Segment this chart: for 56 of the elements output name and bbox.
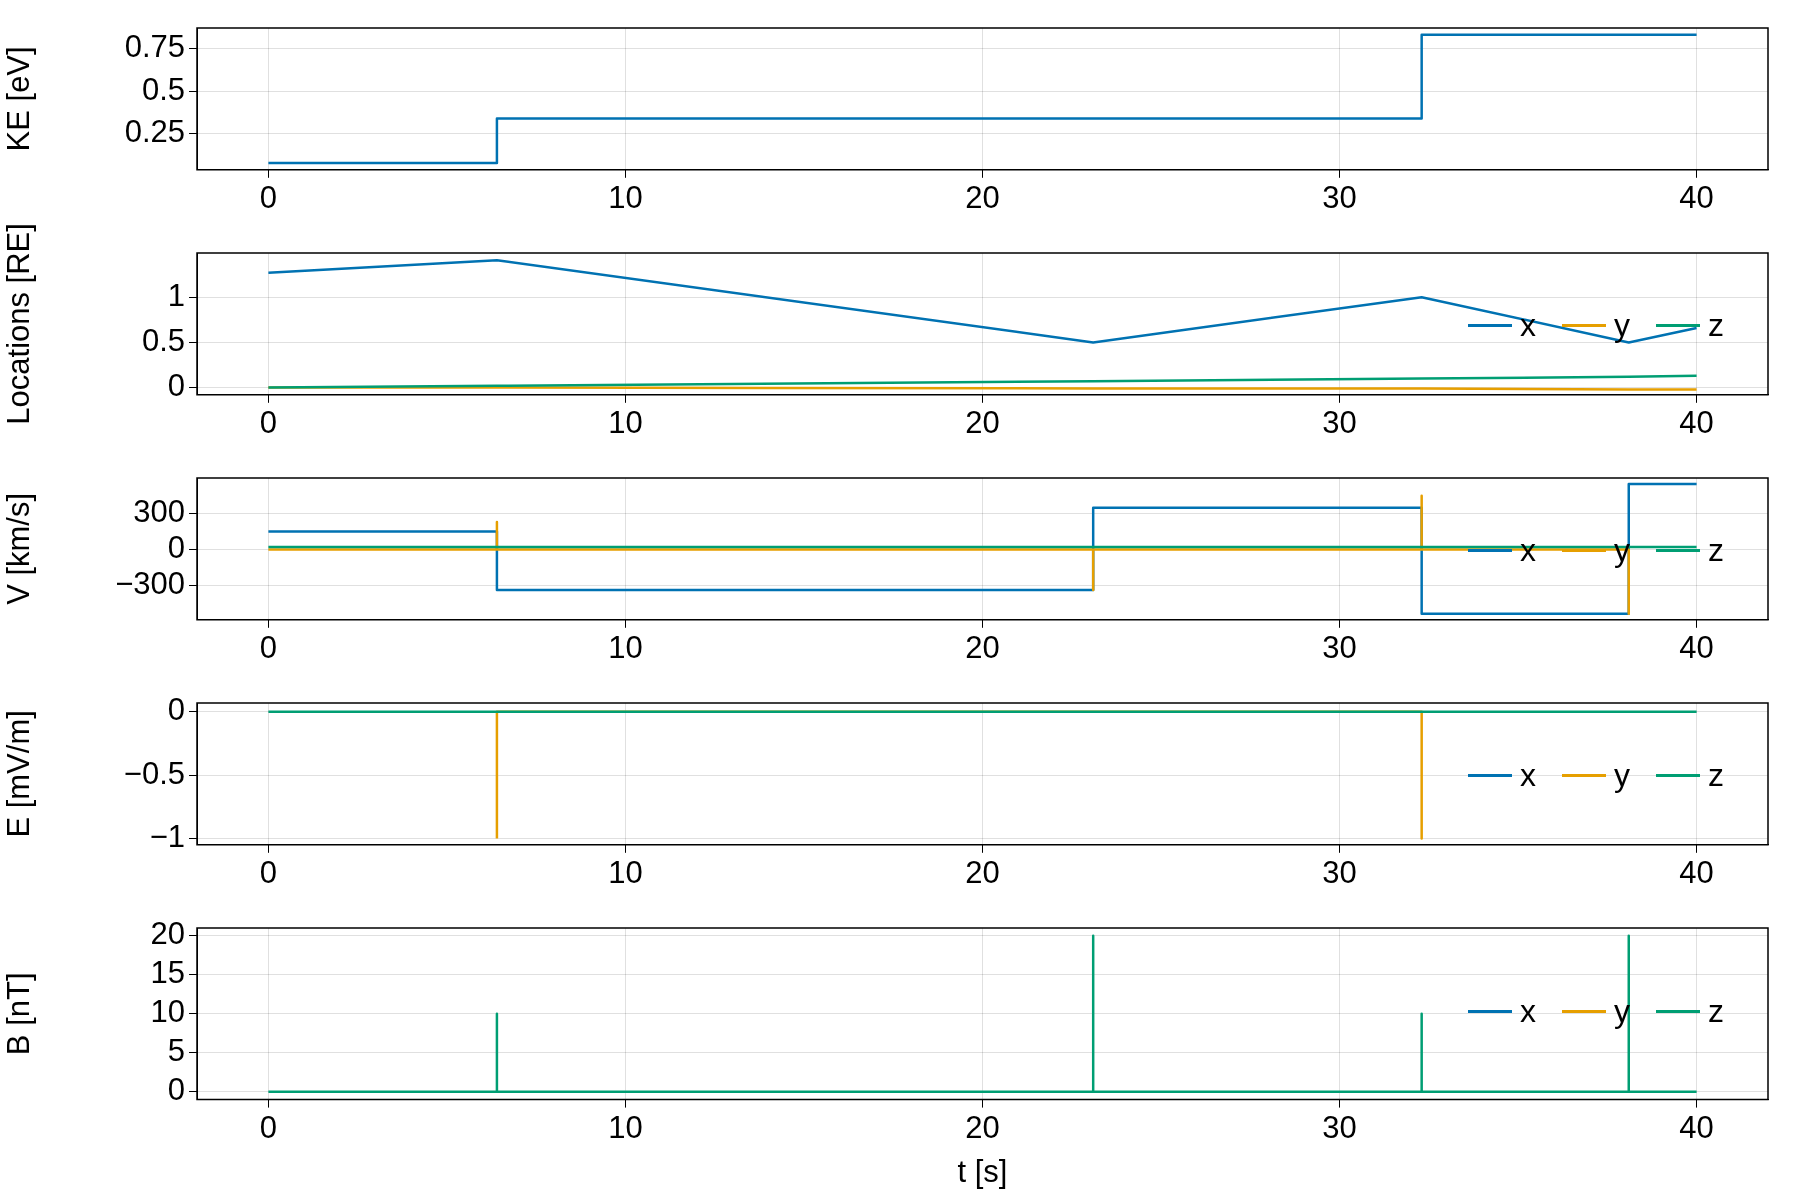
x-tick-label: 0 — [259, 1109, 278, 1145]
x-tick-label: 30 — [1322, 179, 1357, 215]
y-tick-label: 0 — [167, 530, 185, 566]
x-tick-label: 30 — [1322, 854, 1357, 890]
y-tick-label: 0.25 — [124, 114, 185, 150]
x-tick-label: 30 — [1322, 629, 1357, 665]
x-tick-label: 10 — [608, 629, 643, 665]
y-tick-label: 0.5 — [141, 71, 185, 107]
y-tick-label: 0 — [167, 692, 185, 728]
x-tick-label: 30 — [1322, 1109, 1357, 1145]
x-tick-label: 20 — [965, 1109, 1000, 1145]
y-tick-label: −0.5 — [123, 755, 185, 791]
x-tick-label: 10 — [608, 404, 643, 440]
x-tick-label: 0 — [259, 854, 278, 890]
x-tick-label: 40 — [1679, 404, 1714, 440]
y-tick-label: 5 — [167, 1033, 185, 1069]
y-tick-label: 0 — [167, 1072, 185, 1108]
x-tick-label: 40 — [1679, 1109, 1714, 1145]
y-tick-label: 10 — [150, 994, 185, 1030]
y-axis-title: V [km/s] — [1, 492, 37, 605]
y-axis-title: B [nT] — [1, 972, 37, 1056]
y-tick-label: 15 — [150, 955, 185, 991]
x-tick-label: 0 — [259, 404, 278, 440]
x-tick-label: 10 — [608, 179, 643, 215]
x-tick-label: 20 — [965, 404, 1000, 440]
x-tick-label: 0 — [259, 629, 278, 665]
x-tick-label: 40 — [1679, 179, 1714, 215]
legend-label: z — [1708, 531, 1724, 569]
legend-label: y — [1614, 756, 1630, 794]
x-tick-label: 10 — [608, 854, 643, 890]
legend-label: x — [1520, 993, 1536, 1031]
legend-label: z — [1708, 306, 1724, 344]
y-tick-label: −300 — [115, 565, 185, 601]
x-tick-label: 0 — [259, 179, 278, 215]
x-tick-label: 20 — [965, 629, 1000, 665]
x-axis-title: t [s] — [957, 1153, 1008, 1189]
x-tick-label: 40 — [1679, 629, 1714, 665]
legend-label: z — [1708, 993, 1724, 1031]
x-tick-label: 40 — [1679, 854, 1714, 890]
legend-label: x — [1520, 756, 1536, 794]
x-tick-label: 30 — [1322, 404, 1357, 440]
y-tick-label: 0 — [167, 368, 185, 404]
x-tick-label: 20 — [965, 854, 1000, 890]
y-tick-label: 0.75 — [124, 29, 185, 65]
y-axis-title: Locations [RE] — [1, 223, 37, 425]
x-tick-label: 20 — [965, 179, 1000, 215]
legend-label: y — [1614, 306, 1630, 344]
y-tick-label: 300 — [133, 494, 185, 530]
legend-label: z — [1708, 756, 1724, 794]
y-axis-title: E [mV/m] — [1, 710, 37, 838]
y-tick-label: −1 — [149, 819, 185, 855]
y-tick-label: 1 — [167, 277, 185, 313]
y-axis-title: KE [eV] — [1, 46, 37, 152]
y-tick-label: 20 — [150, 916, 185, 952]
y-tick-label: 0.5 — [141, 322, 185, 358]
x-tick-label: 10 — [608, 1109, 643, 1145]
